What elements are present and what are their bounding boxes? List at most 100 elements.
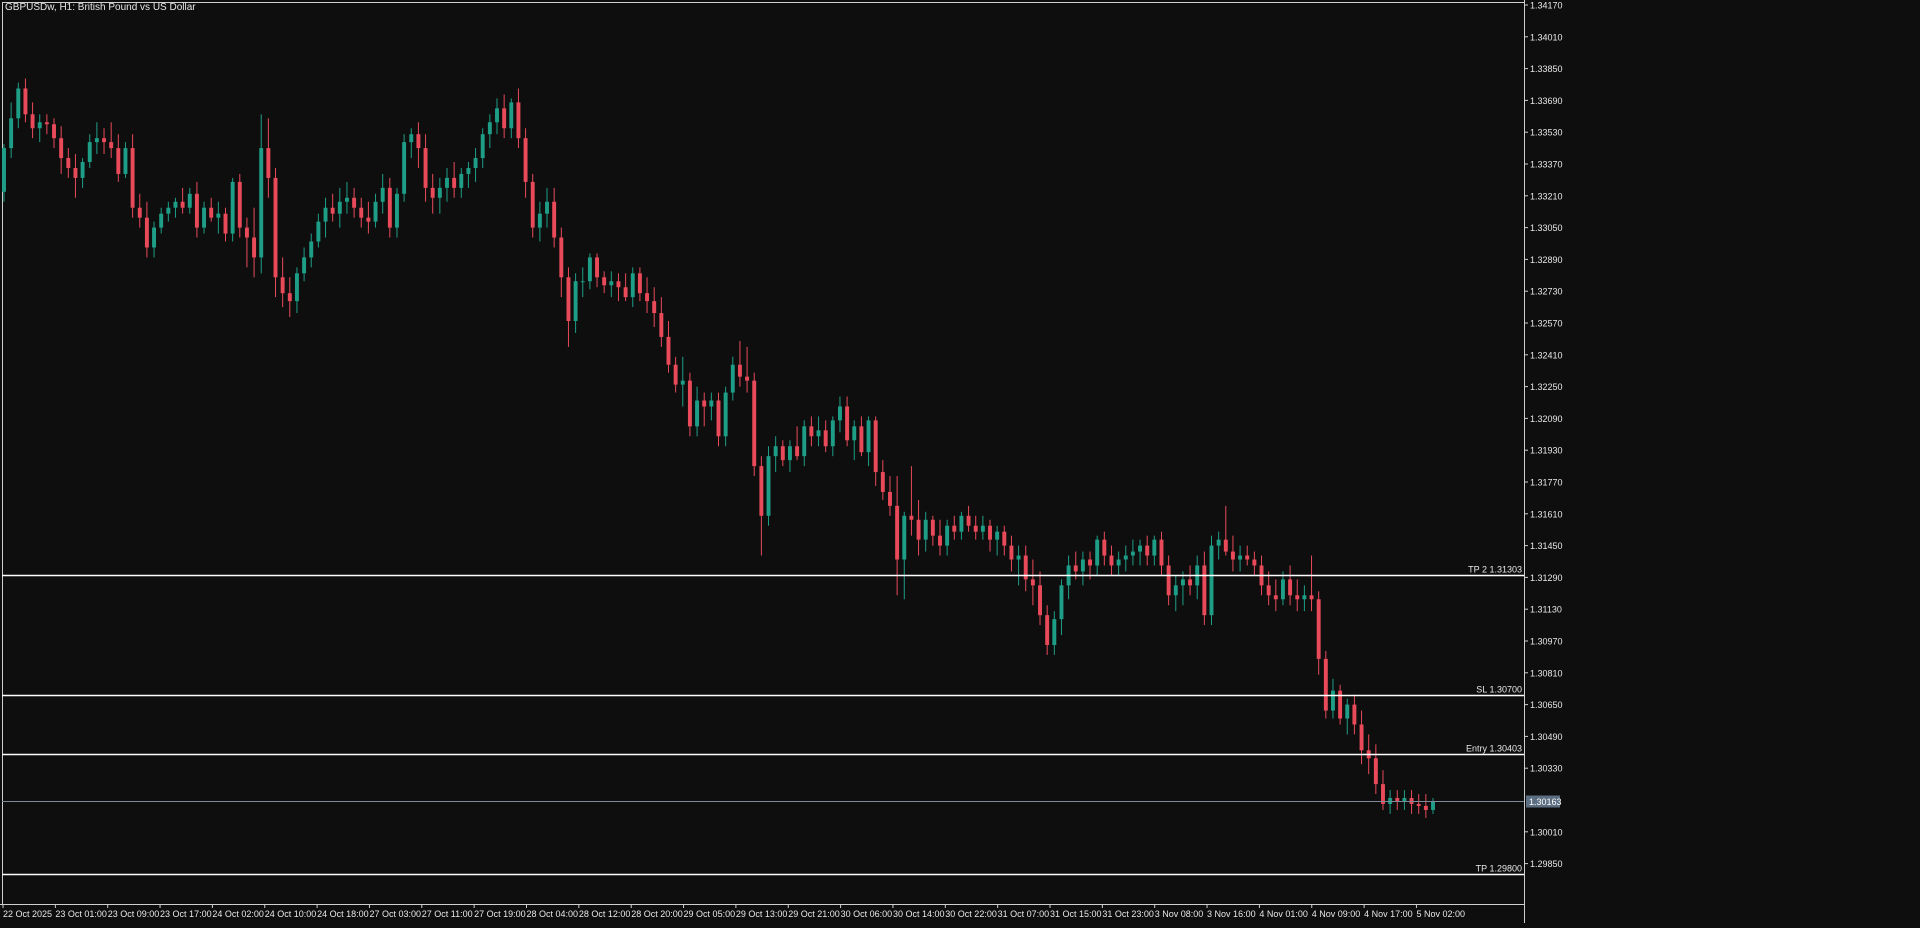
candle-body	[830, 420, 835, 447]
candle	[1373, 744, 1378, 795]
candle	[780, 440, 785, 467]
candle	[859, 416, 864, 457]
candle	[16, 82, 21, 129]
candle	[1359, 710, 1364, 765]
candle-body	[402, 142, 407, 194]
candle	[1080, 551, 1085, 586]
candle	[888, 476, 892, 516]
candle	[209, 197, 214, 222]
y-tick-label: 1.32730	[1530, 287, 1563, 297]
candle	[166, 201, 171, 222]
candle	[30, 102, 35, 139]
candle	[1209, 535, 1214, 626]
candle-body	[816, 430, 821, 437]
candle	[366, 201, 371, 234]
y-tick-label: 1.30970	[1530, 637, 1563, 647]
candle	[988, 519, 992, 552]
candle	[1395, 790, 1400, 810]
candle-body	[294, 273, 299, 302]
candle	[387, 177, 392, 238]
candle-body	[852, 426, 857, 441]
candle	[1288, 565, 1293, 606]
candle	[1095, 535, 1100, 576]
candle	[337, 187, 342, 228]
candle	[1102, 531, 1107, 566]
x-tick-label: 28 Oct 04:00	[527, 909, 579, 919]
candle	[44, 114, 49, 135]
candle-body	[766, 456, 771, 516]
candle-body	[537, 213, 542, 228]
candle	[502, 94, 507, 139]
candle-body	[723, 392, 728, 437]
candle-body	[287, 293, 292, 302]
candle-body	[416, 134, 421, 149]
candle-body	[359, 207, 364, 218]
candle-body	[709, 400, 714, 407]
candle	[1195, 555, 1200, 600]
candle-body	[802, 426, 807, 457]
candle-body	[2, 148, 6, 192]
candle-body	[595, 257, 599, 278]
candle	[938, 519, 942, 556]
candle-body	[323, 207, 328, 222]
candle	[495, 98, 499, 135]
candle-body	[1345, 704, 1350, 719]
y-tick-label: 1.33690	[1530, 96, 1563, 106]
candle-body	[59, 138, 64, 159]
candle-body	[1023, 555, 1028, 580]
x-tick-label: 4 Nov 01:00	[1259, 909, 1308, 919]
candle-body	[1338, 690, 1343, 719]
candle	[773, 436, 778, 473]
candle-body	[1130, 551, 1135, 556]
x-tick-label: 29 Oct 21:00	[788, 909, 840, 919]
y-tick-label: 1.30330	[1530, 764, 1563, 774]
candle	[1216, 531, 1221, 560]
x-tick-label: 24 Oct 18:00	[317, 909, 369, 919]
candle	[59, 126, 64, 174]
candle-body	[809, 426, 814, 437]
candle-body	[1309, 595, 1314, 600]
candle-body	[152, 227, 157, 248]
candle-body	[759, 466, 764, 516]
candle-body	[616, 281, 621, 288]
candle-body	[280, 277, 285, 294]
candle	[659, 297, 664, 347]
candle-body	[552, 201, 557, 238]
candle-body	[102, 138, 106, 143]
x-tick-label: 29 Oct 05:00	[684, 909, 736, 919]
candle-body	[187, 193, 192, 208]
x-tick-label: 30 Oct 06:00	[841, 909, 893, 919]
candle-body	[952, 525, 957, 532]
candle-body	[745, 376, 750, 381]
candle-body	[1230, 551, 1235, 560]
y-tick-label: 1.32090	[1530, 414, 1563, 424]
candle	[737, 340, 742, 387]
candle	[1180, 571, 1185, 606]
x-tick-label: 3 Nov 08:00	[1155, 909, 1204, 919]
candle-body	[923, 519, 928, 540]
y-tick-label: 1.33210	[1530, 191, 1563, 201]
candle	[623, 273, 628, 302]
candle-body	[9, 118, 14, 149]
x-tick-label: 27 Oct 11:00	[422, 909, 473, 919]
candle	[402, 134, 407, 202]
y-tick-label: 1.31290	[1530, 573, 1563, 583]
x-tick-label: 3 Nov 16:00	[1207, 909, 1256, 919]
candle	[823, 420, 828, 453]
candle-body	[437, 187, 442, 198]
candle	[1045, 605, 1050, 655]
candle-body	[545, 201, 549, 214]
candle	[294, 267, 299, 314]
candle-body	[609, 281, 614, 286]
candle	[673, 356, 678, 393]
candle	[930, 515, 935, 546]
candle	[1416, 794, 1421, 814]
candle-body	[1188, 579, 1193, 586]
candle-body	[1202, 565, 1207, 616]
candle-body	[1002, 531, 1007, 546]
candles	[2, 78, 1435, 818]
candle	[666, 321, 671, 373]
x-tick-label: 31 Oct 07:00	[998, 909, 1050, 919]
